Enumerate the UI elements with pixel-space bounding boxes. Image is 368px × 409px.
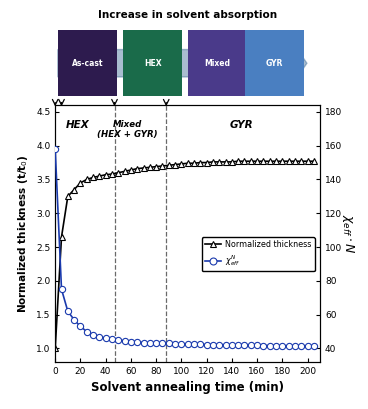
Bar [123,30,183,96]
FancyArrow shape [58,48,307,79]
Text: As-cast: As-cast [72,59,103,68]
Text: GYR: GYR [230,120,254,130]
Bar [58,30,117,96]
Y-axis label: $\chi_{eff}\cdot N$: $\chi_{eff}\cdot N$ [340,213,356,254]
Legend: Normalized thickness, $\chi_{eff}^{N}$: Normalized thickness, $\chi_{eff}^{N}$ [202,237,315,271]
X-axis label: Solvent annealing time (min): Solvent annealing time (min) [91,381,284,394]
Text: GYR: GYR [266,59,283,68]
Bar [188,30,247,96]
Bar [245,30,304,96]
Text: Mixed
(HEX + GYR): Mixed (HEX + GYR) [97,120,158,139]
Y-axis label: Normalized thickness (t/t$_0$): Normalized thickness (t/t$_0$) [17,154,31,313]
Text: HEX: HEX [66,120,90,130]
Text: Increase in solvent absorption: Increase in solvent absorption [98,10,277,20]
Text: Mixed: Mixed [205,59,230,68]
Text: HEX: HEX [144,59,162,68]
